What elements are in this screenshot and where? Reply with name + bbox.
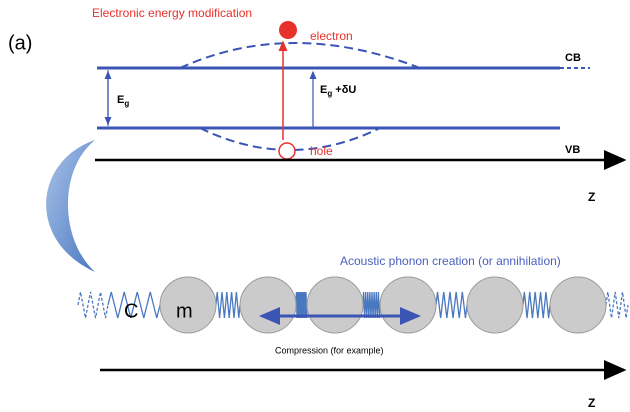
spring [523, 292, 550, 318]
cb-label: CB [565, 52, 581, 64]
spring [436, 292, 467, 318]
eg-label: Eg [117, 94, 129, 108]
electron-dot [279, 21, 297, 39]
coupling-arrow [46, 140, 95, 272]
diagram: (a) Electronic energy modification CB VB… [0, 0, 630, 412]
spring [216, 292, 240, 318]
spring [606, 292, 628, 318]
eg-du-label: Eg +δU [320, 84, 356, 98]
compression-label: Compression (for example) [275, 345, 384, 355]
chain [78, 277, 628, 333]
mass [307, 277, 363, 333]
hole-label: hole [310, 144, 333, 158]
vb-label: VB [565, 144, 580, 156]
mass [380, 277, 436, 333]
spring [363, 292, 380, 318]
mass [550, 277, 606, 333]
c-label: C [124, 300, 138, 322]
m-label: m [176, 300, 193, 322]
mass [467, 277, 523, 333]
cb-perturbation [180, 43, 420, 68]
electron-label: electron [310, 29, 353, 43]
spring [78, 292, 108, 318]
z-label-2: Z [588, 396, 595, 410]
hole-dot [279, 143, 295, 159]
spring [296, 292, 307, 318]
panel-label: (a) [8, 32, 32, 54]
z-label: Z [588, 190, 595, 204]
phonon-title: Acoustic phonon creation (or annihilatio… [340, 254, 561, 268]
energy-title: Electronic energy modification [92, 6, 252, 20]
mass [240, 277, 296, 333]
